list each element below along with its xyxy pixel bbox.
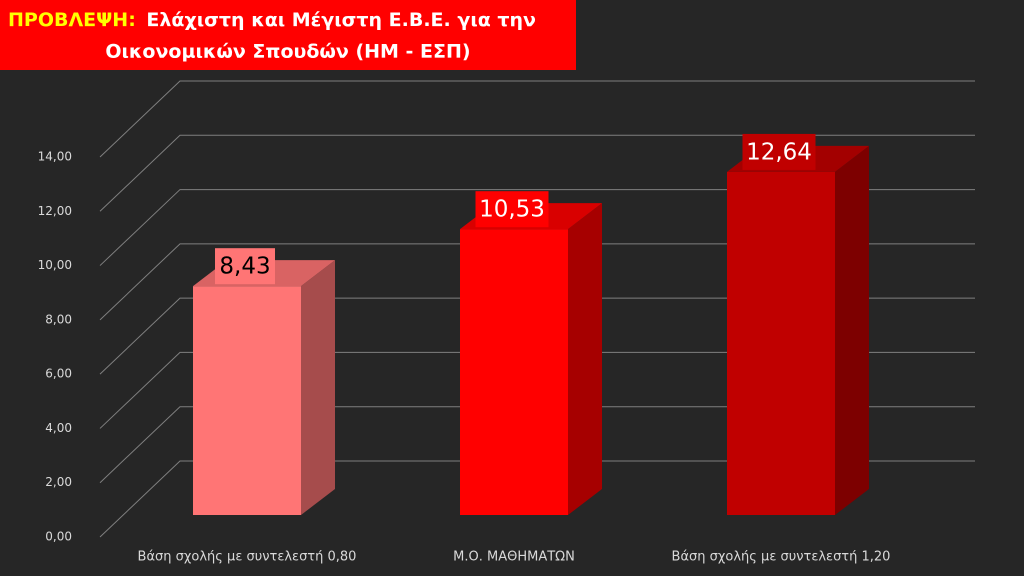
value-label-box xyxy=(215,248,275,285)
grid-line xyxy=(99,243,975,321)
y-tick-label: 6,00 xyxy=(45,367,72,381)
y-tick-label: 0,00 xyxy=(45,530,72,544)
bar-side xyxy=(568,203,602,515)
value-label-box xyxy=(475,191,549,228)
grid-line xyxy=(99,189,975,266)
y-tick-label: 12,00 xyxy=(38,204,72,218)
grid-line xyxy=(99,351,975,429)
chart-title: ΠΡΟΒΛΕΨΗ: Ελάχιστη και Μέγιστη Ε.Β.Ε. γι… xyxy=(8,9,536,31)
x-tick-label: Βάση σχολής με συντελεστή 1,20 xyxy=(672,550,891,565)
grid-line xyxy=(99,134,975,212)
bar-side xyxy=(301,260,335,515)
y-tick-label: 8,00 xyxy=(45,312,72,326)
y-tick-label: 4,00 xyxy=(45,421,72,435)
title-label: ΠΡΟΒΛΕΨΗ: xyxy=(8,9,136,31)
value-label: 8,43 xyxy=(219,254,270,280)
grid-line xyxy=(99,406,975,484)
title-line: Ελάχιστη και Μέγιστη Ε.Β.Ε. για την xyxy=(146,9,536,31)
bar xyxy=(727,171,835,515)
grid-line xyxy=(99,460,975,538)
y-tick-label: 14,00 xyxy=(38,150,72,164)
x-tick-label: Μ.Ο. ΜΑΘΗΜΑΤΩΝ xyxy=(453,550,575,565)
y-tick-label: 10,00 xyxy=(38,258,72,272)
grid-line xyxy=(99,80,975,158)
grid-line xyxy=(99,297,975,375)
x-tick-label: Βάση σχολής με συντελεστή 0,80 xyxy=(138,550,357,565)
title-box xyxy=(0,0,576,70)
bar xyxy=(460,229,568,515)
bar-side xyxy=(835,145,869,515)
y-tick-label: 2,00 xyxy=(45,475,72,489)
value-label: 12,64 xyxy=(746,139,812,165)
title-line: Οικονομικών Σπουδών (ΗΜ - ΕΣΠ) xyxy=(105,41,470,63)
value-label-box xyxy=(742,133,816,170)
value-label: 10,53 xyxy=(479,197,545,223)
bar xyxy=(193,286,301,515)
